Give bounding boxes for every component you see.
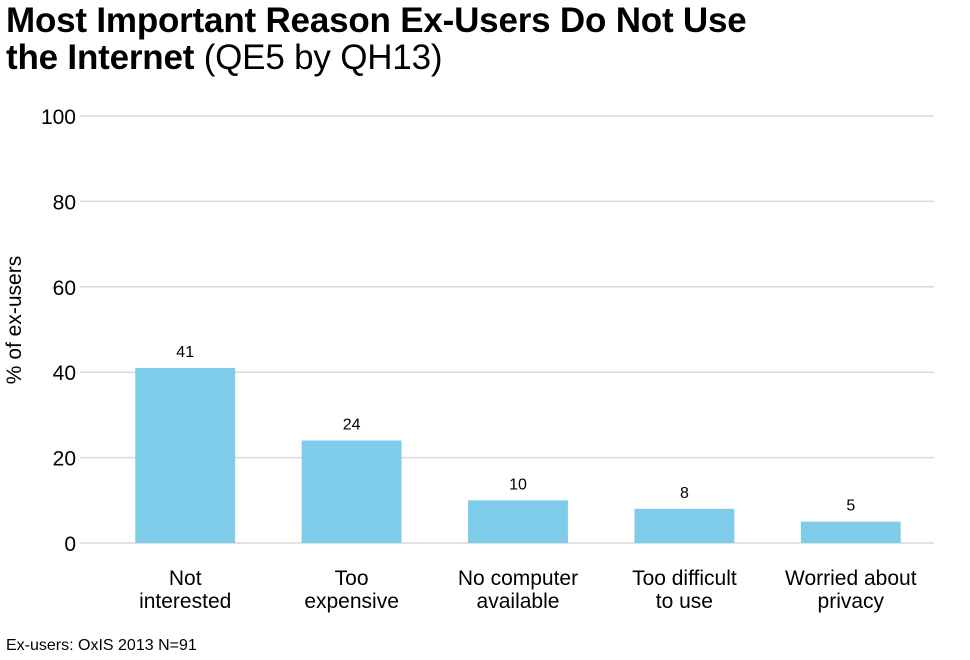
- y-axis-tick-labels: 0 20 40 60 80 100: [41, 106, 76, 556]
- bars: [135, 367, 901, 543]
- y-tick-label-80: 80: [53, 191, 76, 214]
- data-label-0: 41: [176, 344, 194, 361]
- x-tick-label-3: Too difficult to use: [632, 567, 737, 613]
- y-tick-label-100: 100: [41, 106, 76, 129]
- bar-0: [135, 367, 236, 543]
- chart-title-line-1: Most Important Reason Ex-Users Do Not Us…: [6, 1, 747, 40]
- chart-title-line-2: the Internet: [6, 38, 195, 77]
- y-tick-label-60: 60: [53, 277, 76, 300]
- data-labels: 41 24 10 8 5: [176, 344, 855, 515]
- x-tick-label-4: Worried about privacy: [785, 567, 917, 613]
- x-tick-label-1: Too expensive: [304, 567, 399, 613]
- y-tick-label-20: 20: [53, 448, 76, 471]
- bar-4: [800, 521, 901, 543]
- bar-1: [301, 440, 402, 543]
- bar-chart: 0 20 40 60 80 100 41 24 10 8 5 Not interested Too ex…: [3, 106, 934, 613]
- x-axis-category-labels: Not interested Too expensive No computer avai…: [139, 567, 917, 613]
- y-tick-label-0: 0: [64, 533, 76, 556]
- bar-3: [634, 508, 735, 543]
- y-axis-title: % of ex-users: [3, 256, 26, 384]
- chart-subtitle: (QE5 by QH13): [194, 38, 443, 77]
- bar-2: [468, 500, 568, 543]
- x-tick-label-2: No computer available: [458, 567, 578, 613]
- x-tick-label-0: Not interested: [139, 567, 231, 613]
- data-label-2: 10: [509, 476, 527, 493]
- chart-title: Most Important Reason Ex-Users Do Not Us…: [6, 2, 747, 76]
- data-label-3: 8: [680, 485, 689, 502]
- data-label-1: 24: [343, 417, 361, 434]
- y-tick-label-40: 40: [53, 362, 76, 385]
- source-note: Ex-users: OxIS 2013 N=91: [6, 637, 197, 654]
- data-label-4: 5: [846, 498, 855, 515]
